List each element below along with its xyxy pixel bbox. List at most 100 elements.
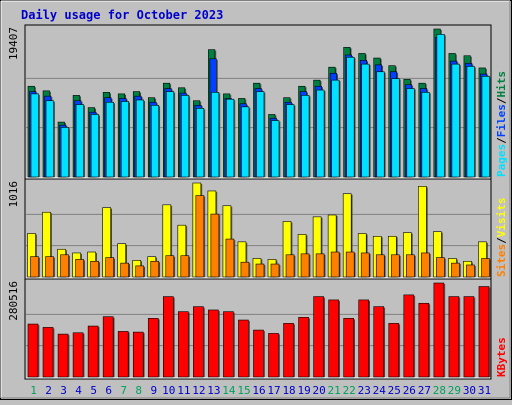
- hits-panel-day-19: [298, 85, 311, 178]
- bar-pages: [60, 127, 69, 178]
- bar-pages: [165, 91, 175, 178]
- legend-visits: Visits: [495, 198, 508, 238]
- visits-panel-day-15: [237, 241, 251, 278]
- hits-panel-day-26: [403, 79, 416, 178]
- bar-kbytes: [42, 327, 54, 378]
- kbytes-panel-day-31: [478, 286, 491, 378]
- bar-kbytes: [208, 309, 219, 378]
- bar-kbytes: [102, 316, 114, 378]
- bar-sites: [90, 260, 99, 278]
- visits-panel-day-20: [312, 216, 326, 278]
- hits-panel-bars: [27, 28, 491, 178]
- chart-panels: 19407Pages/Files/Hits1016Sites/Visits280…: [7, 24, 508, 380]
- bar-pages: [105, 101, 114, 178]
- visits-panel-day-14: [222, 205, 236, 278]
- kbytes-panel-day-2: [42, 327, 55, 378]
- bar-kbytes: [193, 306, 204, 378]
- bar-sites: [436, 257, 445, 278]
- kbytes-panel-day-9: [147, 318, 160, 378]
- bar-pages: [436, 34, 445, 178]
- bar-pages: [406, 88, 415, 178]
- bar-kbytes: [328, 299, 339, 378]
- visits-panel-day-10: [162, 204, 176, 278]
- kbytes-panel-day-12: [193, 306, 205, 378]
- hits-panel-day-23: [358, 53, 371, 178]
- x-tick-label: 10: [162, 384, 175, 397]
- bar-kbytes: [343, 318, 354, 378]
- kbytes-panel-day-1: [27, 323, 40, 378]
- x-tick-label: 2: [45, 384, 52, 397]
- kbytes-panel-bars: [27, 282, 491, 378]
- bar-kbytes: [238, 319, 249, 378]
- visits-panel-day-2: [42, 211, 55, 278]
- chart-title: Daily usage for October 2023: [21, 8, 223, 22]
- hits-panel-day-31: [478, 67, 491, 178]
- hits-panel-day-7: [117, 93, 130, 178]
- x-tick-label: 16: [252, 384, 265, 397]
- kbytes-panel-day-20: [313, 296, 325, 378]
- bar-pages: [211, 92, 220, 178]
- kbytes-panel-day-30: [463, 296, 476, 378]
- legend-files: Files: [495, 104, 508, 137]
- visits-panel-day-28: [433, 231, 446, 278]
- kbytes-panel-day-19: [298, 317, 310, 378]
- bar-sites: [60, 254, 69, 278]
- hits-panel-day-20: [313, 79, 326, 178]
- bar-sites: [165, 255, 175, 278]
- visits-panel-day-18: [282, 221, 296, 278]
- bar-kbytes: [87, 325, 99, 378]
- bar-sites: [240, 261, 250, 278]
- kbytes-panel-day-15: [238, 319, 250, 378]
- kbytes-panel: 280516 KBytes: [7, 278, 508, 380]
- visits-panel-day-25: [387, 235, 401, 278]
- kbytes-panel-legend: KBytes: [495, 337, 508, 377]
- bar-pages: [181, 95, 190, 178]
- bar-pages: [135, 99, 145, 178]
- bar-sites: [345, 251, 355, 278]
- bar-kbytes: [433, 282, 445, 378]
- legend-separator: /: [495, 137, 508, 144]
- kbytes-panel-ymax-label: 280516: [7, 281, 20, 321]
- x-tick-label: 19: [297, 384, 310, 397]
- visits-panel-day-4: [72, 252, 85, 278]
- x-tick-label: 8: [135, 384, 142, 397]
- bar-kbytes: [403, 294, 415, 378]
- bar-sites: [300, 253, 310, 278]
- bar-pages: [90, 114, 99, 178]
- kbytes-panel-day-6: [102, 316, 115, 378]
- bar-pages: [421, 92, 430, 178]
- bar-sites: [30, 256, 39, 278]
- bar-sites: [360, 252, 370, 278]
- visits-panel: 1016 Sites/Visits: [7, 178, 508, 280]
- hits-panel-day-28: [433, 28, 446, 178]
- hits-panel-day-8: [132, 91, 146, 178]
- x-tick-label: 5: [90, 384, 97, 397]
- bar-kbytes: [478, 286, 490, 378]
- visits-panel-day-1: [27, 233, 40, 278]
- kbytes-panel-day-25: [388, 323, 401, 378]
- visits-panel-day-7: [117, 243, 130, 278]
- bar-sites: [45, 256, 54, 278]
- kbytes-panel-day-11: [178, 311, 190, 378]
- bar-kbytes: [313, 296, 324, 378]
- bar-pages: [331, 79, 340, 178]
- kbytes-panel-day-14: [223, 311, 235, 378]
- legend-kbytes: KBytes: [495, 337, 508, 377]
- bar-kbytes: [358, 299, 370, 378]
- visits-panel-day-30: [463, 260, 476, 278]
- bar-pages: [45, 100, 54, 178]
- kbytes-panel-day-10: [162, 296, 175, 378]
- x-tick-label: 28: [433, 384, 446, 397]
- visits-panel-day-31: [478, 241, 491, 278]
- x-tick-label: 1: [30, 384, 37, 397]
- x-tick-label: 13: [207, 384, 220, 397]
- x-tick-label: 21: [328, 384, 341, 397]
- bar-sites: [255, 263, 265, 278]
- legend-hits: Hits: [495, 71, 508, 98]
- bar-sites: [135, 265, 145, 278]
- bar-sites: [375, 254, 385, 278]
- bar-kbytes: [162, 296, 174, 378]
- visits-panel-day-19: [297, 234, 311, 278]
- hits-panel-day-25: [388, 65, 401, 178]
